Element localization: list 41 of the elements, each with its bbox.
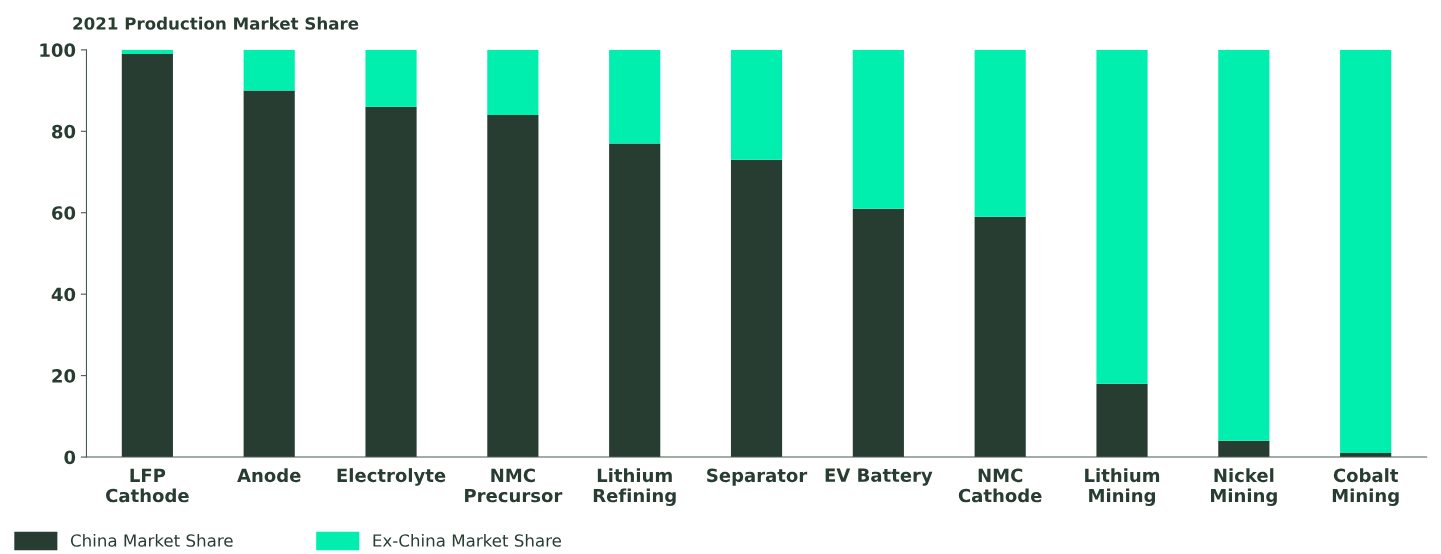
legend-label: Ex-China Market Share (373, 533, 561, 547)
bar (487, 115, 539, 458)
y-tick-label: 100 (40, 43, 76, 57)
x-tick-label: LFP Cathode (106, 468, 189, 503)
bar (609, 143, 661, 458)
y-tick-label: 0 (64, 450, 76, 465)
bar (365, 106, 417, 458)
y-tick-label: 80 (52, 124, 76, 139)
x-tick-label: Lithium Mining (1085, 468, 1160, 506)
bar (487, 49, 539, 116)
bar (1096, 49, 1148, 384)
bar (1340, 49, 1392, 453)
y-tick-label: 20 (52, 369, 76, 383)
bar (243, 90, 295, 458)
x-tick-label: NMC Precursor (465, 468, 563, 503)
bar (1096, 383, 1148, 458)
legend-label: China Market Share (70, 533, 233, 547)
bar (974, 49, 1026, 217)
x-tick-label: Cobalt Mining (1332, 468, 1399, 506)
bar (365, 49, 417, 107)
bar (730, 159, 783, 458)
y-tick-label: 40 (51, 287, 76, 302)
bar (852, 49, 904, 209)
bar (730, 49, 783, 160)
y-tick-label: 60 (52, 206, 76, 220)
bar (121, 53, 173, 458)
bar (852, 208, 904, 458)
bar (1218, 49, 1270, 441)
x-tick-label: Nickel Mining (1211, 468, 1277, 506)
bar (121, 49, 173, 54)
chart-title: 2021 Production Market Share (73, 16, 359, 30)
x-tick-label: Electrolyte (337, 468, 446, 486)
bar (1218, 440, 1270, 458)
x-tick-label: Separator (707, 468, 808, 486)
x-tick-label: Anode (237, 468, 301, 483)
x-tick-label: Lithium Refining (593, 468, 676, 506)
x-tick-label: EV Battery (825, 468, 933, 486)
bar (243, 49, 295, 91)
x-tick-label: NMC Cathode (958, 468, 1042, 503)
bar (974, 216, 1026, 458)
bar (609, 49, 661, 144)
